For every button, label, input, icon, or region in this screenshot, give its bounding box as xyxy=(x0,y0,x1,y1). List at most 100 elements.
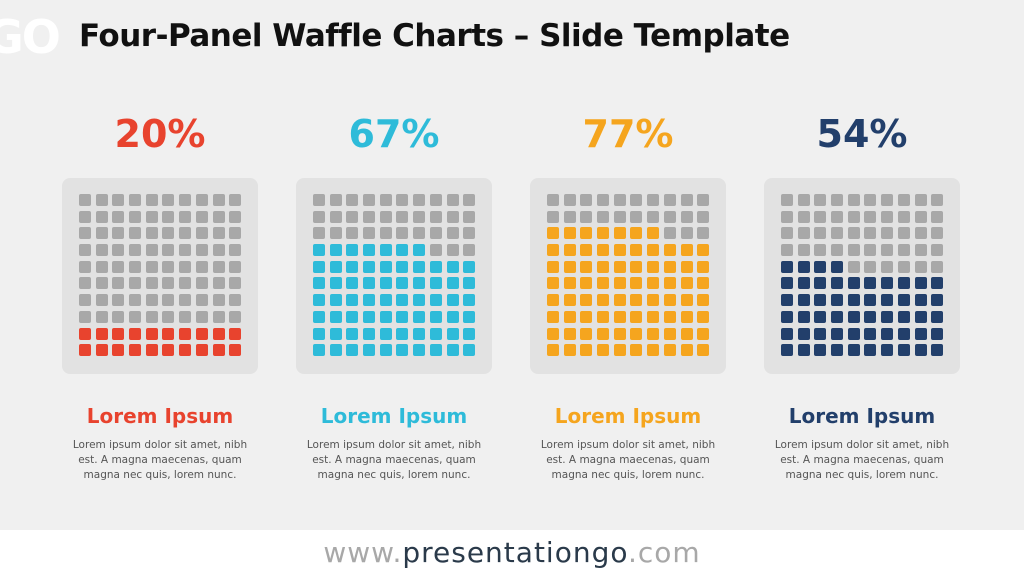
waffle-cell-empty xyxy=(463,194,476,206)
waffle-cell-filled xyxy=(597,344,610,357)
waffle-cell-empty xyxy=(831,210,844,223)
waffle-chart-box xyxy=(62,178,258,374)
waffle-cell-empty xyxy=(647,210,660,223)
waffle-cell-filled xyxy=(797,327,810,340)
waffle-cell-filled xyxy=(864,294,877,307)
waffle-cell-filled xyxy=(831,277,844,290)
waffle-cell-empty xyxy=(145,260,158,273)
waffle-cell-filled xyxy=(563,277,576,290)
waffle-cell-filled xyxy=(129,344,142,357)
waffle-cell-filled xyxy=(814,344,827,357)
waffle-cell-empty xyxy=(162,194,175,206)
waffle-cell-empty xyxy=(831,194,844,206)
waffle-cell-filled xyxy=(897,294,910,307)
waffle-cell-empty xyxy=(914,210,927,223)
waffle-panel-3: 77% Lorem Ipsum Lorem ipsum dolor sit am… xyxy=(530,110,726,483)
waffle-cell-filled xyxy=(697,344,710,357)
waffle-cell-empty xyxy=(162,210,175,223)
waffle-grid xyxy=(79,194,242,357)
waffle-cell-empty xyxy=(446,210,459,223)
waffle-cell-filled xyxy=(914,310,927,323)
waffle-cell-filled xyxy=(881,277,894,290)
waffle-cell-filled xyxy=(831,327,844,340)
waffle-cell-empty xyxy=(897,260,910,273)
waffle-cell-filled xyxy=(680,260,693,273)
waffle-cell-empty xyxy=(79,294,91,307)
waffle-cell-empty xyxy=(597,194,610,206)
waffle-cell-filled xyxy=(547,244,559,257)
footer-url-prefix: www. xyxy=(323,536,403,569)
waffle-cell-filled xyxy=(547,310,559,323)
waffle-grid xyxy=(547,194,710,357)
waffle-cell-filled xyxy=(613,227,626,240)
waffle-cell-filled xyxy=(95,344,108,357)
waffle-cell-filled xyxy=(680,277,693,290)
waffle-cell-filled xyxy=(463,310,476,323)
waffle-cell-filled xyxy=(831,344,844,357)
waffle-cell-empty xyxy=(781,194,793,206)
waffle-cell-empty xyxy=(145,294,158,307)
waffle-cell-filled xyxy=(463,344,476,357)
panel-heading: Lorem Ipsum xyxy=(788,404,936,428)
waffle-cell-empty xyxy=(179,227,192,240)
waffle-cell-empty xyxy=(881,260,894,273)
waffle-cell-filled xyxy=(914,277,927,290)
waffle-cell-empty xyxy=(429,210,442,223)
waffle-cell-filled xyxy=(931,327,944,340)
waffle-cell-filled xyxy=(429,277,442,290)
percent-label: 77% xyxy=(582,112,674,156)
waffle-cell-empty xyxy=(429,244,442,257)
waffle-cell-filled xyxy=(814,277,827,290)
waffle-cell-filled xyxy=(647,294,660,307)
waffle-cell-empty xyxy=(329,227,342,240)
waffle-cell-filled xyxy=(563,227,576,240)
waffle-cell-empty xyxy=(79,277,91,290)
waffle-cell-empty xyxy=(396,227,409,240)
panel-body: Lorem ipsum dolor sit amet, nibh est. A … xyxy=(774,439,950,481)
waffle-cell-empty xyxy=(145,277,158,290)
waffle-cell-filled xyxy=(580,227,593,240)
waffle-cell-filled xyxy=(647,227,660,240)
waffle-cell-filled xyxy=(814,310,827,323)
waffle-cell-filled xyxy=(781,277,793,290)
panel-body: Lorem ipsum dolor sit amet, nibh est. A … xyxy=(306,439,482,481)
waffle-cell-filled xyxy=(547,227,559,240)
waffle-cell-empty xyxy=(145,210,158,223)
waffle-cell-empty xyxy=(613,210,626,223)
footer-url[interactable]: www.presentationgo.com xyxy=(0,530,1024,576)
waffle-cell-empty xyxy=(95,244,108,257)
waffle-cell-empty xyxy=(931,260,944,273)
waffle-cell-filled xyxy=(814,260,827,273)
waffle-cell-filled xyxy=(847,310,860,323)
waffle-cell-filled xyxy=(313,310,325,323)
waffle-cell-filled xyxy=(413,294,426,307)
waffle-cell-filled xyxy=(613,294,626,307)
waffle-cell-filled xyxy=(112,327,125,340)
waffle-cell-filled xyxy=(697,327,710,340)
waffle-cell-filled xyxy=(814,327,827,340)
waffle-cell-empty xyxy=(831,227,844,240)
waffle-cell-filled xyxy=(379,327,392,340)
waffle-cell-filled xyxy=(79,344,91,357)
waffle-chart-box xyxy=(530,178,726,374)
waffle-cell-filled xyxy=(363,327,376,340)
waffle-cell-filled xyxy=(413,310,426,323)
waffle-cell-empty xyxy=(847,210,860,223)
waffle-cell-filled xyxy=(580,344,593,357)
waffle-cell-empty xyxy=(229,260,242,273)
waffle-cell-empty xyxy=(129,310,142,323)
waffle-cell-empty xyxy=(446,194,459,206)
waffle-cell-empty xyxy=(363,194,376,206)
waffle-cell-filled xyxy=(663,344,676,357)
waffle-cell-filled xyxy=(413,327,426,340)
waffle-cell-filled xyxy=(831,294,844,307)
waffle-cell-filled xyxy=(429,294,442,307)
waffle-cell-empty xyxy=(797,194,810,206)
waffle-grid xyxy=(313,194,476,357)
waffle-cell-empty xyxy=(563,210,576,223)
waffle-cell-filled xyxy=(446,310,459,323)
waffle-cell-filled xyxy=(931,277,944,290)
waffle-cell-filled xyxy=(112,344,125,357)
waffle-cell-empty xyxy=(647,194,660,206)
waffle-cell-filled xyxy=(162,344,175,357)
